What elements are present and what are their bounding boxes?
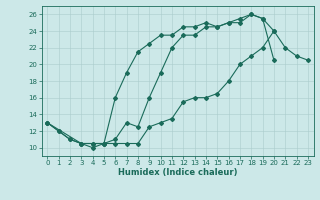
X-axis label: Humidex (Indice chaleur): Humidex (Indice chaleur) <box>118 168 237 177</box>
